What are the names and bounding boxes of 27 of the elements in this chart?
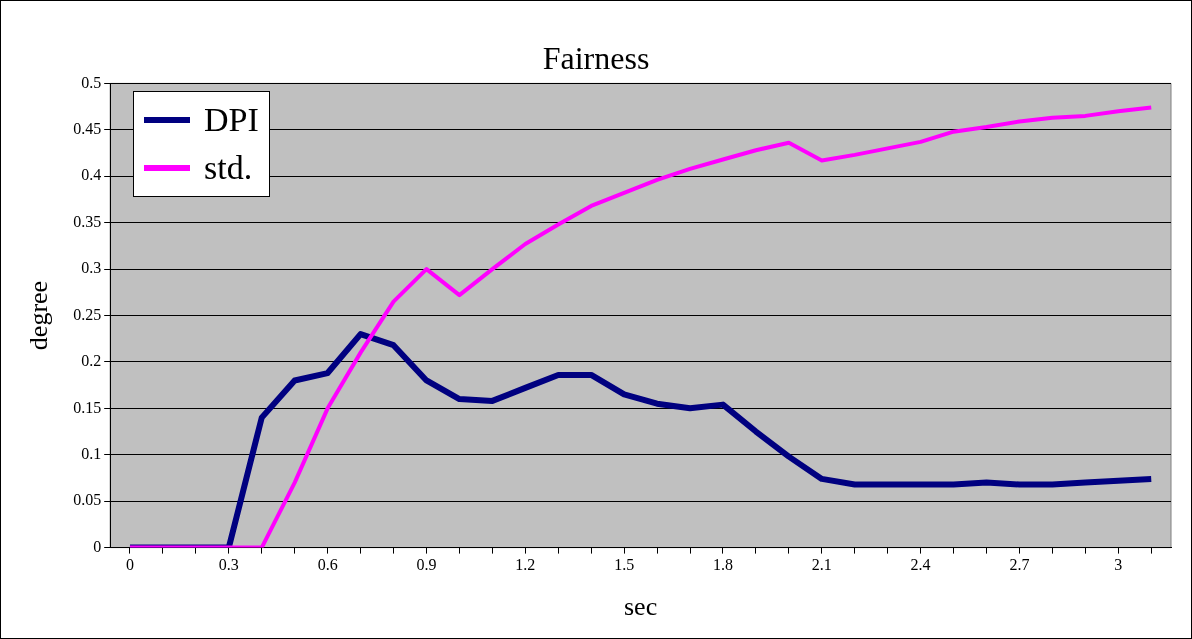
- y-tick-label: 0: [93, 537, 102, 555]
- x-axis-title: sec: [624, 592, 658, 622]
- y-tick-label: 0.1: [81, 444, 102, 462]
- y-axis-title: degree: [24, 280, 54, 351]
- x-tick-label: 2.7: [1009, 556, 1030, 574]
- y-tick-label: 0.25: [73, 305, 102, 323]
- x-tick-label: 0.6: [317, 556, 338, 574]
- x-tick-label: 0.3: [218, 556, 239, 574]
- y-tick-label: 0.3: [81, 259, 102, 277]
- y-tick-label: 0.2: [81, 352, 102, 370]
- x-tick-label: 0: [125, 556, 134, 574]
- y-tick-label: 0.15: [73, 398, 102, 416]
- y-tick-label: 0.05: [73, 491, 102, 509]
- x-tick-label: 2.1: [811, 556, 832, 574]
- x-tick-label: 0.9: [416, 556, 437, 574]
- x-tick-label: 1.5: [614, 556, 635, 574]
- x-tick-label: 1.2: [515, 556, 536, 574]
- y-tick-label: 0.45: [73, 120, 102, 138]
- x-tick-label: 3: [1114, 556, 1123, 574]
- x-tick-label: 1.8: [712, 556, 733, 574]
- legend-label: std.: [204, 149, 253, 187]
- y-tick-label: 0.5: [81, 73, 102, 91]
- chart-title: Fairness: [542, 39, 650, 76]
- x-tick-label: 2.4: [910, 556, 931, 574]
- y-tick-label: 0.35: [73, 212, 102, 230]
- y-tick-label: 0.4: [81, 166, 102, 184]
- legend-label: DPI: [204, 101, 259, 139]
